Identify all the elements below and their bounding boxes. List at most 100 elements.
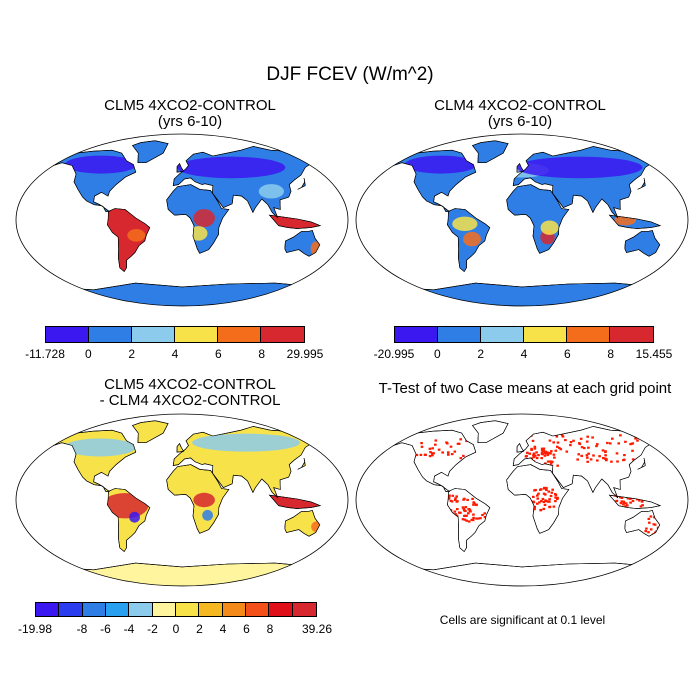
significant-cell bbox=[653, 523, 657, 526]
field-patch bbox=[202, 509, 213, 521]
significant-cell bbox=[543, 454, 547, 457]
significant-cell bbox=[465, 519, 468, 522]
significant-cell bbox=[626, 504, 629, 507]
significant-cell bbox=[542, 507, 546, 510]
significant-cell bbox=[555, 435, 559, 438]
significant-cell bbox=[635, 498, 639, 501]
significant-cell bbox=[483, 512, 487, 515]
significant-cell bbox=[586, 460, 589, 463]
significant-cell bbox=[472, 516, 475, 519]
significant-cell bbox=[471, 497, 474, 500]
significant-cell bbox=[647, 517, 651, 520]
significant-cell bbox=[548, 498, 551, 501]
significant-cell bbox=[595, 445, 598, 448]
field-patch bbox=[129, 511, 140, 523]
field-patch bbox=[177, 156, 286, 179]
significant-cell bbox=[640, 500, 644, 503]
significant-cell bbox=[532, 500, 535, 503]
significant-cell bbox=[547, 490, 551, 493]
significant-cell bbox=[572, 439, 575, 442]
significant-cell bbox=[549, 494, 553, 498]
significant-cell bbox=[539, 508, 543, 512]
map-border bbox=[355, 413, 689, 587]
significant-cell bbox=[587, 446, 590, 449]
significant-cell bbox=[549, 452, 552, 455]
significant-cell bbox=[449, 445, 453, 448]
significant-cell bbox=[540, 500, 543, 503]
significant-cell bbox=[604, 450, 607, 453]
panel-title-clm4: CLM4 4XCO2-CONTROL (yrs 6-10) bbox=[360, 98, 680, 130]
map-clm5 bbox=[15, 133, 349, 307]
significant-cell bbox=[533, 508, 536, 511]
colorbar-difference-tick-label: 8 bbox=[266, 622, 274, 636]
significant-cell bbox=[554, 500, 557, 503]
significant-cell bbox=[624, 440, 627, 443]
significant-cell bbox=[585, 440, 589, 443]
colorbar-difference-swatch bbox=[59, 603, 83, 616]
significant-cell bbox=[569, 441, 573, 444]
significant-cell bbox=[533, 447, 537, 450]
significant-cell bbox=[454, 513, 457, 516]
colorbar-clm4-labels: -20.995 0 2 4 6 8 15.455 bbox=[374, 347, 673, 363]
map-border bbox=[15, 413, 349, 587]
significant-cell bbox=[634, 437, 637, 440]
eurasia-coastline bbox=[172, 426, 322, 499]
significant-cell bbox=[611, 437, 614, 440]
colorbar-difference-tick-label: 0 bbox=[172, 622, 180, 636]
significant-cell bbox=[545, 486, 548, 490]
significant-cell bbox=[639, 505, 643, 508]
colorbar-difference bbox=[35, 602, 317, 617]
significant-cell bbox=[544, 493, 547, 496]
significant-cell bbox=[619, 434, 622, 437]
colorbar-clm4-tick-label: -20.995 bbox=[373, 347, 415, 361]
significant-cell bbox=[620, 496, 624, 499]
significant-cell bbox=[431, 454, 434, 457]
colorbar-difference-tick-label: 4 bbox=[219, 622, 227, 636]
significant-cell bbox=[560, 434, 564, 437]
australia-coastline bbox=[624, 230, 661, 257]
map-layer bbox=[16, 414, 348, 586]
significant-cell bbox=[550, 450, 553, 453]
significant-cell bbox=[455, 500, 459, 503]
significant-cell bbox=[533, 505, 536, 508]
significant-cell bbox=[644, 530, 647, 533]
north-america-coastline bbox=[388, 149, 477, 212]
colorbar-difference-swatch bbox=[222, 603, 246, 616]
colorbar-clm5-tick-label: 6 bbox=[214, 347, 222, 361]
significant-cell bbox=[533, 445, 537, 448]
panel-title-diff-line2: - CLM4 4XCO2-CONTROL bbox=[99, 392, 281, 409]
field-patch bbox=[193, 492, 215, 508]
significant-cell bbox=[542, 447, 546, 450]
panel-title-clm4-line1: CLM4 4XCO2-CONTROL bbox=[434, 97, 606, 114]
colorbar-difference-labels: -19.98 -8 -6 -4 -2 0 2 4 6 8 39.26 bbox=[18, 622, 332, 638]
significant-cell bbox=[532, 454, 535, 457]
significant-cell bbox=[453, 498, 457, 501]
significant-cell bbox=[619, 496, 622, 499]
significant-cell bbox=[475, 517, 478, 520]
uk-coastline bbox=[516, 163, 525, 173]
colorbar-difference-swatch bbox=[269, 603, 293, 616]
significant-cell bbox=[457, 442, 461, 445]
field-patch bbox=[404, 155, 477, 174]
significant-cell bbox=[462, 507, 466, 510]
significant-cell bbox=[636, 439, 639, 442]
significant-cell bbox=[437, 448, 441, 451]
colorbar-difference-tick-label: 6 bbox=[243, 622, 250, 636]
north-america-coastline bbox=[388, 429, 477, 492]
significant-cell bbox=[535, 451, 538, 454]
significant-cell bbox=[556, 464, 559, 467]
significant-cell bbox=[453, 510, 457, 513]
significant-cell bbox=[453, 450, 457, 453]
colorbar-difference-tick-label: -4 bbox=[123, 622, 135, 636]
significant-cell bbox=[472, 503, 475, 506]
indonesia-coastline bbox=[608, 494, 662, 509]
significant-cell bbox=[428, 455, 432, 458]
significant-cell bbox=[556, 497, 559, 500]
north-america-coastline bbox=[48, 149, 137, 212]
significant-cell bbox=[554, 449, 558, 452]
colorbar-difference-swatch bbox=[152, 603, 176, 616]
significant-cell bbox=[649, 528, 653, 531]
colorbar-difference-swatch bbox=[245, 603, 270, 616]
field-patch bbox=[192, 433, 301, 452]
significant-cell bbox=[606, 441, 609, 445]
